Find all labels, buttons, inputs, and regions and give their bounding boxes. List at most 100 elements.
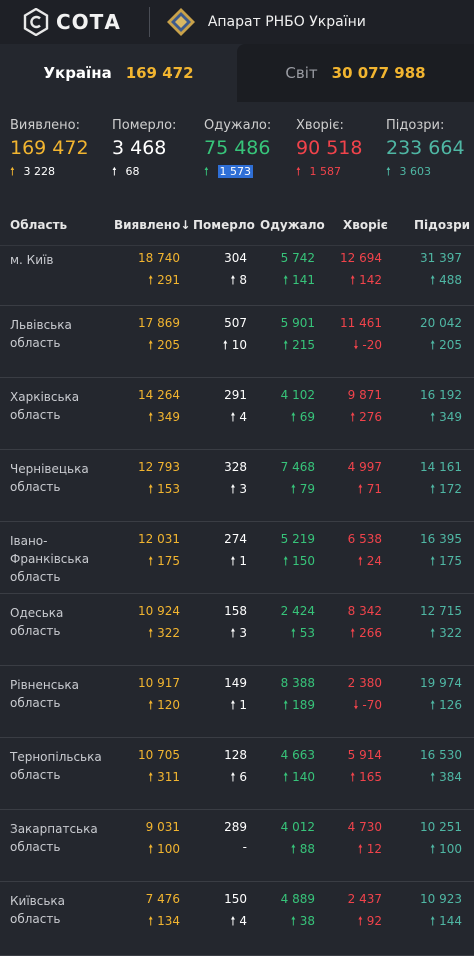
- arrow-down-icon: 🠗: [353, 698, 363, 712]
- cell-dead: 150: [224, 892, 247, 906]
- stat-dead: Померло: 3 468 🠕 68: [112, 118, 176, 182]
- cell-dead: 149: [224, 676, 247, 690]
- cell-detected-delta: 🠕 311: [148, 768, 180, 789]
- cell-dead-delta: 🠕 4: [230, 912, 247, 933]
- table-row[interactable]: Одеська область 10 924 🠕 322 158 🠕 3 2 424 🠕 5…: [0, 594, 474, 666]
- delta-value: 150: [292, 554, 315, 568]
- cell-detected: 12 031: [138, 532, 180, 546]
- arrow-up-icon: 🠕: [430, 273, 440, 287]
- stat-delta: 1 573: [217, 165, 253, 178]
- arrow-up-icon: 🠕: [148, 410, 158, 424]
- cell-recovered-delta: 🠕 53: [291, 624, 315, 645]
- delta-value: 69: [299, 410, 315, 424]
- cell-recovered-delta: 🠕 141: [283, 271, 315, 292]
- arrow-up-icon: 🠕: [283, 698, 293, 712]
- cell-recovered: 4 012: [280, 820, 315, 834]
- arrow-up-icon: 🠕: [10, 165, 15, 178]
- stat-label: Одужало:: [204, 118, 272, 133]
- arrow-up-icon: 🠕: [230, 273, 240, 287]
- delta-value: 100: [157, 842, 180, 856]
- arrow-up-icon: 🠕: [430, 554, 440, 568]
- delta-value: 175: [439, 554, 462, 568]
- table-row[interactable]: Харківська область 14 264 🠕 349 291 🠕 4 4 102…: [0, 378, 474, 450]
- delta-value: 140: [292, 770, 315, 784]
- arrow-up-icon: 🠕: [350, 410, 360, 424]
- table-row[interactable]: Київська область 7 476 🠕 134 150 🠕 4 4 889 🠕 3…: [0, 882, 474, 956]
- arrow-up-icon: 🠕: [430, 770, 440, 784]
- arrow-up-icon: 🠕: [430, 338, 440, 352]
- column-header-recovered[interactable]: Одужало: [260, 218, 325, 232]
- arrow-up-icon: 🠕: [230, 698, 240, 712]
- table-row[interactable]: Закарпатська область 9 031 🠕 100 289 - 4 012 🠕…: [0, 810, 474, 882]
- arrow-up-icon: 🠕: [290, 482, 300, 496]
- arrow-up-icon: 🠕: [148, 770, 158, 784]
- cell-susp: 16 192: [420, 388, 462, 402]
- column-header-dead[interactable]: Померло: [193, 218, 255, 232]
- table-row[interactable]: Івано-Франківська область 12 031 🠕 175 274 🠕…: [0, 522, 474, 594]
- cell-dead-delta: 🠕 1: [230, 696, 247, 717]
- cell-recovered-delta: 🠕 189: [283, 696, 315, 717]
- cell-dead: 158: [224, 604, 247, 618]
- column-header-detected[interactable]: Виявлено↓: [114, 218, 190, 232]
- tab-value: 169 472: [125, 64, 194, 82]
- sota-logo-icon: [23, 8, 49, 36]
- table-row[interactable]: Тернопільська область 10 705 🠕 311 128 🠕 6 4 …: [0, 738, 474, 810]
- cell-dead-delta: 🠕 3: [230, 624, 247, 645]
- cell-susp-delta: 🠕 322: [430, 624, 462, 645]
- table-row[interactable]: Рівненська область 10 917 🠕 120 149 🠕 1 8 388…: [0, 666, 474, 738]
- cell-recovered-delta: 🠕 69: [291, 408, 315, 429]
- table-row[interactable]: Чернівецька область 12 793 🠕 153 328 🠕 3 7 46…: [0, 450, 474, 522]
- delta-value: 205: [439, 338, 462, 352]
- delta-value: 215: [292, 338, 315, 352]
- delta-value: 142: [359, 273, 382, 287]
- delta-value: 24: [366, 554, 382, 568]
- cell-sick-delta: 🠕 12: [358, 840, 382, 861]
- tab-label: Україна: [43, 64, 112, 82]
- stat-label: Підозри:: [386, 118, 445, 133]
- table-header: Область Виявлено↓ Померло Одужало Хворіє…: [0, 206, 474, 246]
- stat-value: 3 468: [112, 137, 167, 159]
- cell-recovered: 5 742: [280, 251, 315, 265]
- region-name: Київська область: [10, 894, 65, 926]
- arrow-up-icon: 🠕: [430, 698, 440, 712]
- column-header-suspected[interactable]: Підозри: [414, 218, 471, 232]
- sota-logo[interactable]: СОТА: [22, 8, 121, 36]
- cell-dead: 128: [224, 748, 247, 762]
- delta-value: 322: [157, 626, 180, 640]
- table-row[interactable]: Львівська область 17 869 🠕 205 507 🠕 10 5 901…: [0, 306, 474, 378]
- cell-recovered: 7 468: [280, 460, 315, 474]
- arrow-up-icon: 🠕: [290, 626, 300, 640]
- arrow-up-icon: 🠕: [357, 842, 367, 856]
- cell-recovered: 4 663: [280, 748, 315, 762]
- delta-value: 1: [239, 554, 247, 568]
- cell-detected: 17 869: [138, 316, 180, 330]
- tab-label: Світ: [285, 64, 318, 82]
- cell-sick-delta: 🠕 266: [350, 624, 382, 645]
- delta-value: 153: [157, 482, 180, 496]
- cell-dead-delta: 🠕 6: [230, 768, 247, 789]
- delta-value: 3: [239, 482, 247, 496]
- tab-ukraine[interactable]: Україна 169 472: [0, 44, 237, 102]
- delta-value: 4: [239, 410, 247, 424]
- cell-sick-delta: 🠗 -20: [353, 336, 382, 357]
- cell-sick: 9 871: [347, 388, 382, 402]
- region-name: Чернівецька область: [10, 462, 89, 494]
- cell-dead: 507: [224, 316, 247, 330]
- cell-dead: 304: [224, 251, 247, 265]
- table-row[interactable]: м. Київ 18 740 🠕 291 304 🠕 8 5 742 🠕 141 12 694…: [0, 248, 474, 306]
- column-header-sick[interactable]: Хворіє: [343, 218, 388, 232]
- cell-recovered: 2 424: [280, 604, 315, 618]
- delta-value: 8: [239, 273, 247, 287]
- arrow-up-icon: 🠕: [430, 842, 440, 856]
- column-header-region[interactable]: Область: [10, 218, 68, 232]
- cell-sick-delta: 🠕 92: [358, 912, 382, 933]
- cell-dead: 289: [224, 820, 247, 834]
- arrow-up-icon: 🠕: [230, 914, 240, 928]
- tab-world[interactable]: Світ 30 077 988: [237, 44, 474, 102]
- arrow-up-icon: 🠕: [350, 626, 360, 640]
- delta-value: 266: [359, 626, 382, 640]
- cell-recovered-delta: 🠕 88: [291, 840, 315, 861]
- rnbo-emblem-icon: [166, 8, 195, 36]
- stat-delta: 1 587: [309, 165, 342, 178]
